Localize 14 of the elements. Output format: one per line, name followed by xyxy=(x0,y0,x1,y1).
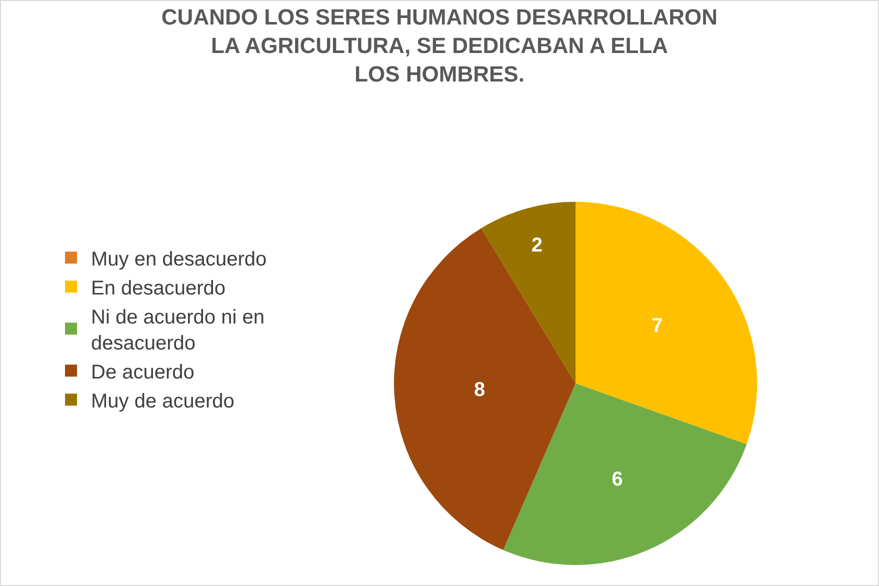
legend-label: Ni de acuerdo ni en desacuerdo xyxy=(91,306,264,354)
pie-slice xyxy=(394,228,576,550)
legend-label: Muy de acuerdo xyxy=(91,390,234,412)
data-label: 8 xyxy=(474,378,486,401)
pie-slice xyxy=(481,202,576,384)
chart-title: CUANDO LOS SERES HUMANOS DESARROLLARON LA AGRICULTURA, SE DEDICABAN A ELLA LOS HOMBRES. xyxy=(161,4,718,87)
pie-slice xyxy=(503,383,747,565)
data-label: 2 xyxy=(531,234,543,257)
legend-label: De acuerdo xyxy=(91,361,194,384)
legend-label: En desacuerdo xyxy=(91,277,226,300)
data-label: 6 xyxy=(612,468,623,491)
legend-label: Muy en desacuerdo xyxy=(91,248,267,270)
data-label: 7 xyxy=(652,314,663,337)
pie-slice xyxy=(576,202,757,444)
